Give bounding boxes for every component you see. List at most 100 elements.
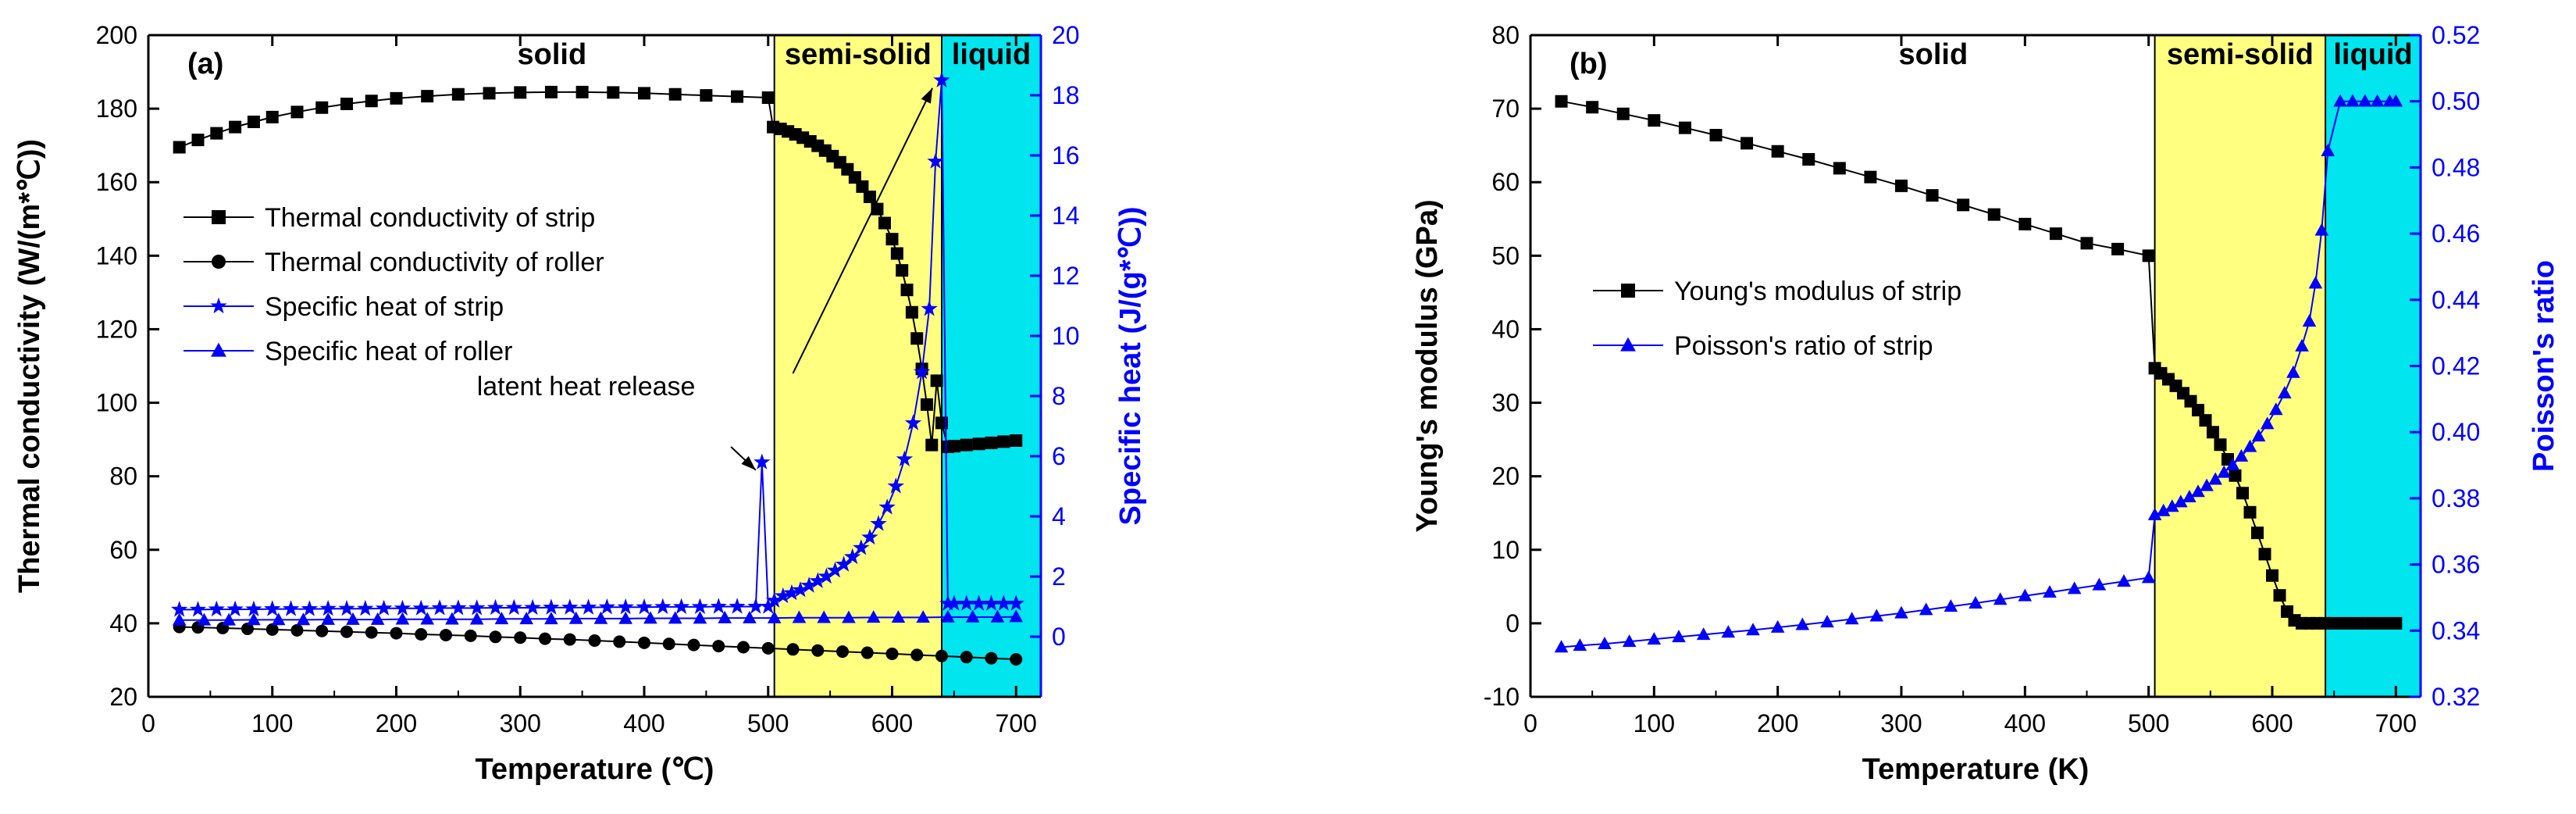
- data-point: [997, 435, 1010, 448]
- y-left-tick-label: 60: [1491, 168, 1520, 196]
- legend-marker-triangle: [211, 342, 226, 357]
- y-right-axis-title: Poisson's ratio: [2528, 260, 2560, 472]
- data-point: [1746, 623, 1760, 636]
- data-point: [2164, 499, 2179, 512]
- y-right-tick-label: 8: [1052, 382, 1066, 410]
- data-point: [290, 623, 304, 637]
- data-point: [607, 86, 620, 99]
- data-point: [1926, 189, 1939, 202]
- data-point: [613, 635, 626, 648]
- x-axis-title: Temperature (K): [1862, 753, 2090, 786]
- data-point: [247, 116, 260, 129]
- data-point: [593, 611, 608, 624]
- data-point: [514, 631, 527, 644]
- data-point: [731, 90, 744, 103]
- data-point: [800, 577, 818, 593]
- data-point: [2234, 448, 2249, 462]
- x-tick-label: 700: [996, 709, 1037, 737]
- data-point: [2308, 276, 2323, 289]
- data-point: [171, 601, 188, 617]
- y-right-tick-label: 0.48: [2432, 153, 2480, 181]
- data-point: [853, 539, 870, 555]
- region-semi-solid-band: [2154, 35, 2326, 697]
- data-point: [878, 498, 896, 515]
- data-point: [2321, 144, 2336, 157]
- region-liquid-band: [942, 35, 1041, 697]
- data-point: [861, 528, 878, 545]
- data-point: [1696, 627, 1711, 641]
- data-point: [982, 594, 1000, 611]
- data-point: [445, 612, 459, 625]
- data-point: [668, 87, 682, 101]
- y-right-tick-label: 16: [1052, 141, 1080, 170]
- data-point: [1573, 638, 1587, 652]
- data-point: [264, 600, 281, 616]
- legend-label-young-s-modulus-of-strip: Young's modulus of strip: [1674, 277, 1961, 306]
- data-point: [2174, 494, 2188, 508]
- data-point: [543, 598, 560, 615]
- data-point: [792, 610, 807, 623]
- data-point: [900, 284, 914, 297]
- y-right-tick-label: 4: [1052, 502, 1066, 530]
- data-point: [191, 134, 205, 147]
- series-poisson-s-ratio-of-strip: [1554, 94, 2403, 653]
- data-point: [1895, 179, 1908, 192]
- data-point: [1586, 101, 1599, 114]
- data-point: [995, 594, 1013, 611]
- data-point: [1869, 609, 1884, 622]
- data-point: [935, 416, 948, 430]
- data-point: [539, 632, 551, 645]
- data-point: [321, 612, 335, 625]
- data-point: [514, 86, 527, 99]
- data-point: [440, 628, 452, 641]
- data-point: [395, 612, 410, 625]
- data-point: [265, 110, 279, 123]
- data-point: [2225, 457, 2240, 470]
- legend-label-poisson-s-ratio-of-strip: Poisson's ratio of strip: [1674, 331, 1933, 361]
- data-point: [617, 598, 634, 615]
- legend-marker-circle: [212, 255, 226, 269]
- data-point: [1802, 153, 1815, 166]
- data-point: [2273, 589, 2286, 602]
- y-right-tick-label: 20: [1052, 21, 1080, 49]
- y-left-tick-label: 50: [1491, 241, 1520, 270]
- data-point: [370, 612, 385, 625]
- data-point: [1820, 615, 1834, 628]
- data-point: [766, 591, 783, 608]
- data-point: [2229, 469, 2242, 482]
- data-point: [483, 87, 496, 100]
- data-point: [1616, 107, 1630, 120]
- y-right-tick-label: 0.40: [2432, 418, 2480, 446]
- data-point: [712, 640, 725, 653]
- data-point: [2266, 569, 2278, 582]
- y-left-tick-label: 100: [96, 389, 137, 417]
- data-point: [464, 629, 477, 642]
- data-point: [863, 191, 876, 204]
- data-point: [672, 598, 690, 614]
- data-point: [2268, 402, 2283, 416]
- y-right-axis-title: Specific heat (J/(g*℃)): [1114, 207, 1147, 526]
- region-label-semi-solid: semi-solid: [785, 38, 932, 71]
- data-point: [2049, 227, 2062, 241]
- data-point: [887, 477, 904, 494]
- data-point: [1672, 630, 1686, 643]
- x-tick-label: 0: [141, 709, 155, 737]
- data-point: [985, 436, 998, 449]
- data-point: [2258, 548, 2271, 561]
- x-tick-label: 100: [251, 709, 293, 737]
- data-point: [747, 598, 764, 614]
- data-point: [173, 141, 186, 154]
- data-point: [844, 548, 861, 565]
- y-right-tick-label: 0: [1052, 623, 1066, 651]
- data-point: [860, 646, 874, 659]
- data-point: [636, 598, 653, 615]
- y-left-tick-label: 200: [96, 21, 137, 49]
- y-right-tick-label: 0.44: [2432, 286, 2480, 314]
- data-point: [643, 611, 657, 624]
- data-point: [691, 598, 709, 614]
- data-point: [296, 612, 311, 626]
- data-point: [870, 515, 887, 531]
